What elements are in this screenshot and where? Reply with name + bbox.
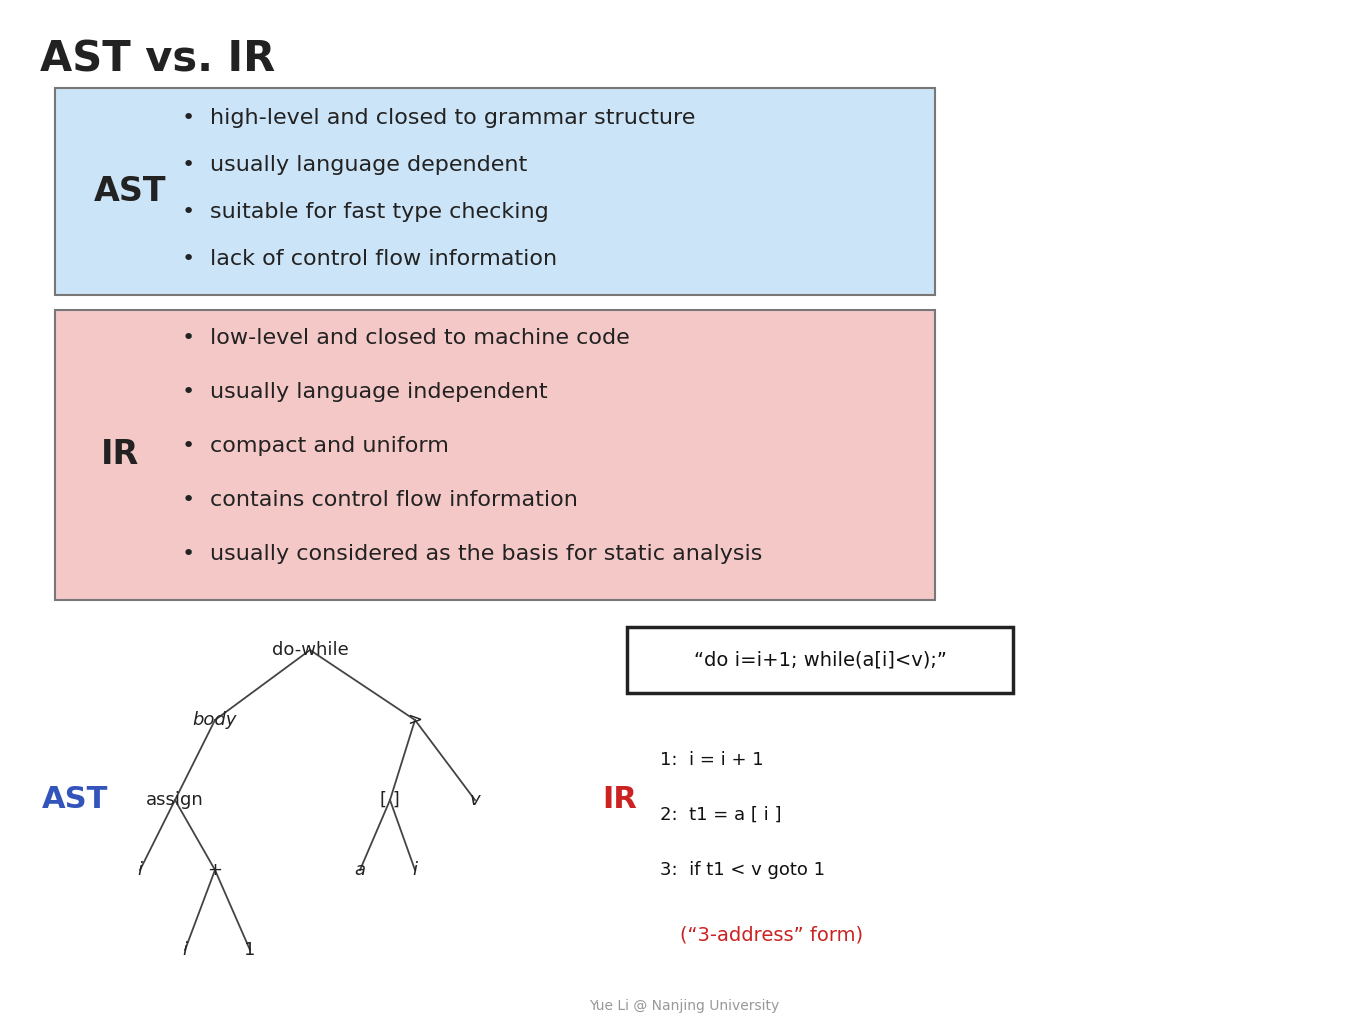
Text: •: •	[182, 490, 194, 510]
Text: 1: 1	[245, 941, 256, 959]
Text: compact and uniform: compact and uniform	[211, 436, 449, 456]
Text: Yue Li @ Nanjing University: Yue Li @ Nanjing University	[588, 999, 780, 1013]
Text: IR: IR	[602, 785, 637, 814]
FancyBboxPatch shape	[55, 310, 934, 600]
Text: usually language dependent: usually language dependent	[211, 155, 527, 175]
FancyBboxPatch shape	[627, 627, 1012, 693]
Text: 3:  if t1 < v goto 1: 3: if t1 < v goto 1	[659, 861, 825, 879]
Text: AST vs. IR: AST vs. IR	[40, 38, 275, 80]
Text: •: •	[182, 382, 194, 402]
Text: •: •	[182, 544, 194, 564]
Text: •: •	[182, 436, 194, 456]
Text: “do i=i+1; while(a[i]<v);”: “do i=i+1; while(a[i]<v);”	[694, 651, 947, 669]
Text: •: •	[182, 201, 194, 222]
FancyBboxPatch shape	[55, 88, 934, 295]
Text: 2:  t1 = a [ i ]: 2: t1 = a [ i ]	[659, 806, 781, 824]
Text: usually considered as the basis for static analysis: usually considered as the basis for stat…	[211, 544, 762, 564]
Text: •: •	[182, 249, 194, 269]
Text: •: •	[182, 108, 194, 128]
Text: contains control flow information: contains control flow information	[211, 490, 577, 510]
Text: •: •	[182, 328, 194, 348]
Text: lack of control flow information: lack of control flow information	[211, 249, 557, 269]
Text: a: a	[354, 861, 365, 879]
Text: body: body	[193, 711, 237, 729]
Text: low-level and closed to machine code: low-level and closed to machine code	[211, 328, 629, 348]
Text: high-level and closed to grammar structure: high-level and closed to grammar structu…	[211, 108, 695, 128]
Text: >: >	[408, 711, 423, 729]
Text: 1:  i = i + 1: 1: i = i + 1	[659, 751, 763, 769]
Text: v: v	[469, 791, 480, 809]
Text: [ ]: [ ]	[380, 791, 399, 809]
Text: suitable for fast type checking: suitable for fast type checking	[211, 201, 549, 222]
Text: usually language independent: usually language independent	[211, 382, 547, 402]
Text: (“3-address” form): (“3-address” form)	[680, 925, 863, 945]
Text: +: +	[208, 861, 223, 879]
Text: IR: IR	[101, 439, 140, 472]
Text: i: i	[182, 941, 187, 959]
Text: assign: assign	[146, 791, 204, 809]
Text: AST: AST	[94, 175, 167, 208]
Text: AST: AST	[42, 785, 108, 814]
Text: do-while: do-while	[272, 641, 349, 659]
Text: i: i	[138, 861, 142, 879]
Text: i: i	[413, 861, 417, 879]
Text: •: •	[182, 155, 194, 175]
